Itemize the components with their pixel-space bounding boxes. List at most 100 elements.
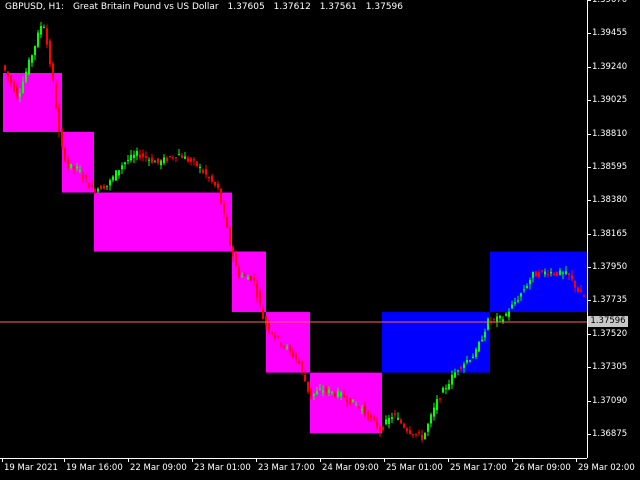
time-axis-label: 29 Mar 02:00 bbox=[578, 463, 635, 473]
bull-candle bbox=[106, 185, 108, 187]
candlestick-chart[interactable] bbox=[0, 0, 587, 458]
bear-candle bbox=[94, 189, 96, 192]
bull-candle bbox=[184, 156, 186, 159]
bull-candle bbox=[436, 398, 438, 411]
bull-candle bbox=[391, 417, 393, 419]
bear-candle bbox=[349, 397, 351, 405]
bull-candle bbox=[457, 370, 459, 372]
symbol-description: Great Britain Pound vs US Dollar bbox=[72, 2, 219, 12]
bear-candle bbox=[577, 287, 579, 292]
bear-candle bbox=[214, 182, 216, 186]
time-axis-label: 25 Mar 17:00 bbox=[450, 463, 507, 473]
price-axis-tick bbox=[587, 233, 591, 235]
bear-candle bbox=[493, 318, 495, 320]
bull-candle bbox=[520, 293, 522, 297]
time-axis-label: 19 Mar 2021 bbox=[4, 463, 58, 473]
price-axis-tick bbox=[587, 66, 591, 68]
bear-candle bbox=[367, 410, 369, 420]
price-axis[interactable]: 1.39670 1.39455 1.39240 1.39025 1.38810 1.385… bbox=[587, 0, 640, 458]
bull-candle bbox=[130, 154, 132, 161]
bear-candle bbox=[460, 366, 462, 369]
bear-candle bbox=[235, 253, 237, 267]
bear-candle bbox=[64, 148, 66, 161]
bear-candle bbox=[553, 274, 555, 276]
bull-candle bbox=[178, 153, 180, 155]
time-axis-tick bbox=[128, 458, 129, 462]
bear-candle bbox=[46, 28, 48, 45]
time-axis-tick bbox=[2, 458, 3, 462]
price-chart-plot[interactable]: GBPUSD, H1: Great Britain Pound vs US Do… bbox=[0, 0, 587, 458]
bear-candle bbox=[370, 415, 372, 418]
price-axis-label: 1.37305 bbox=[592, 362, 628, 373]
bear-candle bbox=[238, 267, 240, 278]
bull-candle bbox=[76, 166, 78, 169]
bear-candle bbox=[274, 335, 276, 338]
bull-candle bbox=[70, 163, 72, 168]
bull-candle bbox=[445, 388, 447, 390]
bear-candle bbox=[256, 284, 258, 298]
bear-candle bbox=[181, 154, 183, 159]
time-axis-label: 19 Mar 16:00 bbox=[66, 463, 123, 473]
price-axis-tick bbox=[587, 133, 591, 135]
bear-candle bbox=[409, 430, 411, 434]
bear-candle bbox=[268, 323, 270, 331]
time-axis-label: 25 Mar 01:00 bbox=[386, 463, 443, 473]
time-axis-tick bbox=[256, 458, 257, 462]
time-axis-tick bbox=[384, 458, 385, 462]
bull-candle bbox=[424, 432, 426, 440]
bull-candle bbox=[481, 339, 483, 342]
bear-candle bbox=[55, 83, 57, 109]
bear-candle bbox=[358, 406, 360, 408]
bear-candle bbox=[229, 227, 231, 245]
price-axis-tick bbox=[587, 433, 591, 435]
bull-candle bbox=[487, 318, 489, 330]
bear-candle bbox=[142, 153, 144, 157]
bull-candle bbox=[430, 414, 432, 424]
bear-candle bbox=[151, 157, 153, 163]
bear-candle bbox=[304, 374, 306, 382]
price-axis-tick bbox=[587, 33, 591, 35]
time-axis-tick bbox=[576, 458, 577, 462]
bull-candle bbox=[319, 389, 321, 391]
bull-candle bbox=[340, 392, 342, 397]
bear-candle bbox=[295, 354, 297, 359]
bear-candle bbox=[157, 158, 159, 163]
bull-candle bbox=[40, 25, 42, 35]
open-price: 1.37605 bbox=[227, 2, 265, 12]
bear-candle bbox=[49, 40, 51, 65]
bull-candle bbox=[133, 154, 135, 159]
bear-candle bbox=[262, 308, 264, 319]
bull-candle bbox=[478, 342, 480, 352]
bear-candle bbox=[7, 71, 9, 77]
bull-candle bbox=[442, 387, 444, 393]
bear-candle bbox=[421, 434, 423, 440]
bear-candle bbox=[538, 272, 540, 277]
bull-candle bbox=[463, 364, 465, 369]
bear-candle bbox=[541, 270, 543, 272]
bull-candle bbox=[532, 271, 534, 278]
bear-candle bbox=[583, 295, 585, 297]
bull-candle bbox=[199, 166, 201, 169]
bear-candle bbox=[232, 246, 234, 257]
bull-candle bbox=[484, 331, 486, 338]
bear-candle bbox=[250, 276, 252, 281]
bear-candle bbox=[298, 360, 300, 364]
time-axis-tick bbox=[64, 458, 65, 462]
down-level-box bbox=[310, 372, 382, 434]
time-axis-label: 24 Mar 09:00 bbox=[322, 463, 379, 473]
bear-candle bbox=[574, 280, 576, 288]
bull-candle bbox=[160, 160, 162, 166]
bear-candle bbox=[13, 81, 15, 92]
bear-candle bbox=[145, 156, 147, 158]
bull-candle bbox=[19, 93, 21, 97]
bear-candle bbox=[73, 166, 75, 169]
bear-candle bbox=[196, 161, 198, 167]
bear-candle bbox=[226, 216, 228, 228]
bull-candle bbox=[328, 389, 330, 393]
price-axis-label: 1.39025 bbox=[592, 95, 628, 106]
bull-candle bbox=[526, 285, 528, 288]
bull-candle bbox=[361, 408, 363, 411]
time-axis[interactable]: 19 Mar 2021 19 Mar 16:00 22 Mar 09:00 23 Ma… bbox=[0, 458, 635, 480]
bear-candle bbox=[166, 157, 168, 162]
